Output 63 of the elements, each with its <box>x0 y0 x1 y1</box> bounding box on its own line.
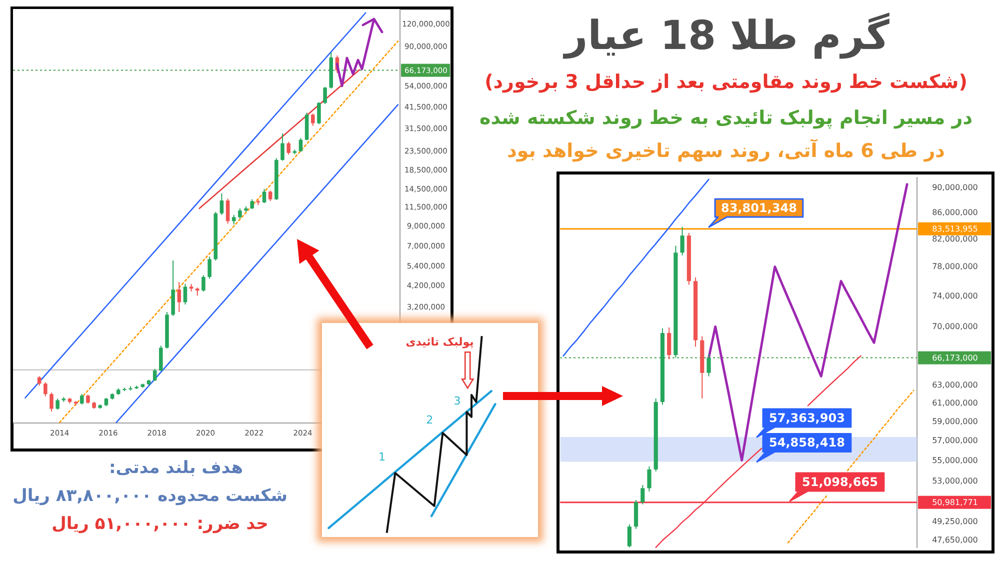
text: شکست محدوده ۸۳,۸۰۰,۰۰۰ ریال <box>12 486 288 506</box>
candlestick <box>647 466 652 492</box>
y-tick-label: 70,000,000 <box>932 322 978 332</box>
candlestick <box>183 283 188 306</box>
candlestick <box>152 368 157 382</box>
y-tick-label: 49,250,000 <box>932 516 978 526</box>
candlestick <box>310 113 315 126</box>
candlestick <box>220 192 224 216</box>
y-tick-label: 90,000,000 <box>932 182 978 192</box>
candlestick <box>323 86 327 104</box>
candlestick <box>280 132 284 162</box>
candlestick <box>177 282 182 313</box>
y-tick-label: 53,000,000 <box>932 476 978 486</box>
y-tick-label: 59,000,000 <box>932 416 978 426</box>
y-tick-label: 61,000,000 <box>932 398 978 408</box>
line-series <box>562 178 710 357</box>
candlestick <box>250 198 254 210</box>
candlestick <box>680 226 684 256</box>
candlestick <box>50 392 54 412</box>
y-tick-label: 55,000,000 <box>932 456 978 465</box>
candlestick <box>238 208 242 220</box>
candlestick <box>706 354 711 377</box>
text: 1 <box>378 450 386 464</box>
candlestick <box>226 198 230 224</box>
candlestick <box>262 188 266 204</box>
candlestick <box>202 274 206 292</box>
annotation: 83,801,348 <box>721 201 797 215</box>
candlestick <box>317 102 321 125</box>
annotation: 51,098,665 <box>802 475 878 489</box>
y-tick-label: 86,000,000 <box>932 208 978 218</box>
text: 3 <box>454 394 461 408</box>
y-tick-label: 63,000,000 <box>932 380 978 390</box>
y-tick-label: 57,000,000 <box>932 436 978 446</box>
candlestick <box>627 524 632 548</box>
candlestick <box>159 345 163 372</box>
text: گرم طلا 18 عیار <box>562 12 890 59</box>
line-series <box>708 183 908 462</box>
candlestick <box>208 256 212 280</box>
text: حد ضرر: ۵۱,۰۰۰,۰۰۰ ریال <box>52 514 268 534</box>
text: پولبک تائیدی <box>406 336 474 349</box>
ref-line-label: 50,981,771 <box>932 498 978 507</box>
annotation: 54,858,418 <box>769 436 845 450</box>
candlestick <box>80 394 84 405</box>
y-tick-label: 82,000,000 <box>932 234 978 244</box>
y-tick-label: 47,650,000 <box>932 535 978 544</box>
text: هدف بلند مدتی: <box>109 458 243 478</box>
candlestick <box>56 398 60 410</box>
ref-line-label: 66,173,000 <box>932 353 978 362</box>
ref-line-label: 83,513,955 <box>932 224 978 234</box>
candlestick <box>640 484 645 505</box>
candlestick <box>298 138 303 152</box>
text: در طی 6 ماه آتی، روند سهم تاخیری خواهد بود <box>507 138 946 162</box>
candlestick <box>268 190 272 202</box>
text: در مسیر انجام پولبک تائیدی به خط روند شکسته شده <box>479 107 973 129</box>
candlestick <box>232 214 236 225</box>
y-tick-label: 74,000,000 <box>932 291 978 300</box>
text: (شکست خط روند مقاومتی بعد از حداقل 3 برخورد) <box>484 71 968 93</box>
text: 2 <box>426 413 434 426</box>
candlestick <box>44 382 48 397</box>
y-tick-label: 78,000,000 <box>932 262 978 272</box>
candlestick <box>667 326 672 360</box>
candlestick <box>286 141 290 156</box>
annotation: 57,363,903 <box>769 410 845 425</box>
